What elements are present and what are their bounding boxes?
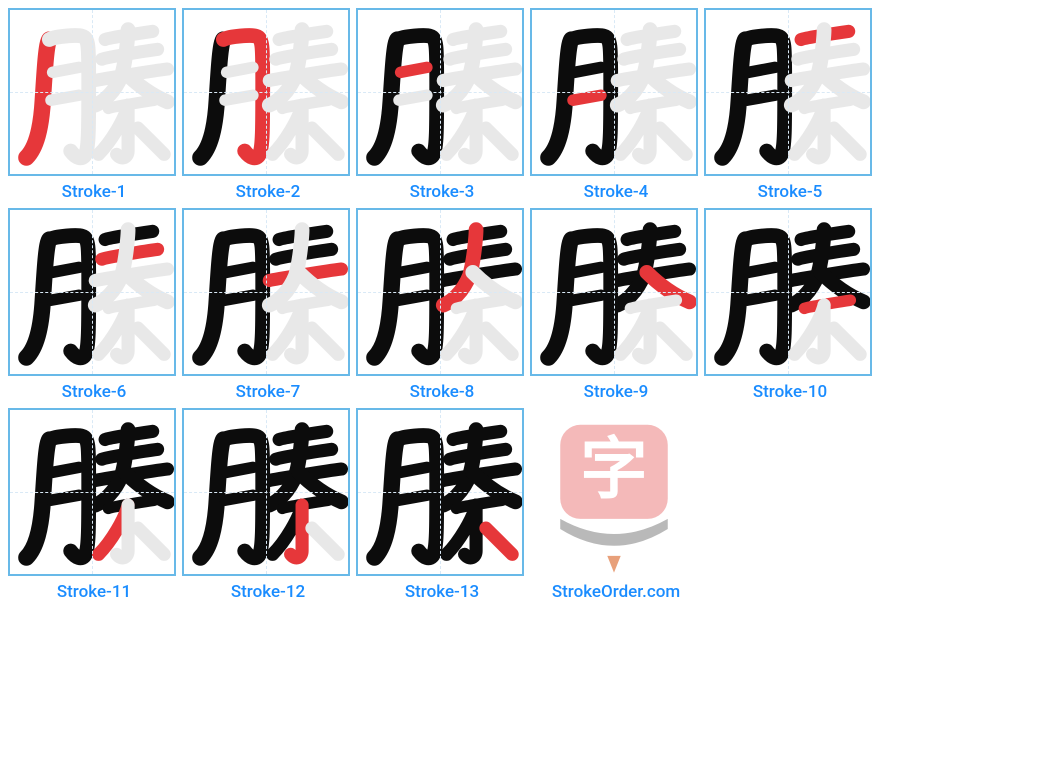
stroke-cell-3: Stroke-3 xyxy=(356,8,528,202)
stroke-cell-7: Stroke-7 xyxy=(182,208,354,402)
stroke-label: Stroke-12 xyxy=(182,582,354,602)
stroke-cell-13: Stroke-13 xyxy=(356,408,528,602)
stroke-cell-4: Stroke-4 xyxy=(530,8,702,202)
brand-cell: 字 StrokeOrder.com xyxy=(530,408,702,602)
stroke-link[interactable]: Stroke-2 xyxy=(236,182,301,202)
stroke-label: Stroke-9 xyxy=(530,382,702,402)
character-svg xyxy=(532,10,696,174)
character-svg xyxy=(184,410,348,574)
stroke-box xyxy=(356,408,524,576)
character-svg xyxy=(706,210,870,374)
stroke-label: Stroke-8 xyxy=(356,382,528,402)
stroke-box xyxy=(182,8,350,176)
stroke-label: Stroke-7 xyxy=(182,382,354,402)
stroke-link[interactable]: Stroke-11 xyxy=(57,582,131,602)
stroke-cell-2: Stroke-2 xyxy=(182,8,354,202)
brand-link[interactable]: StrokeOrder.com xyxy=(552,582,680,602)
stroke-cell-6: Stroke-6 xyxy=(8,208,180,402)
character-svg xyxy=(358,210,522,374)
stroke-link[interactable]: Stroke-9 xyxy=(584,382,649,402)
brand-label: StrokeOrder.com xyxy=(530,582,702,602)
stroke-link[interactable]: Stroke-6 xyxy=(62,382,127,402)
stroke-label: Stroke-4 xyxy=(530,182,702,202)
stroke-grid: Stroke-1 Stroke-2 Stroke-3 Stroke-4 Stroke-5… xyxy=(8,8,1042,608)
stroke-box xyxy=(530,208,698,376)
brand-logo-box: 字 xyxy=(530,408,698,576)
stroke-link[interactable]: Stroke-8 xyxy=(410,382,475,402)
stroke-box xyxy=(704,208,872,376)
character-svg xyxy=(10,210,174,374)
character-svg xyxy=(532,210,696,374)
stroke-cell-8: Stroke-8 xyxy=(356,208,528,402)
character-svg xyxy=(706,10,870,174)
stroke-link[interactable]: Stroke-4 xyxy=(584,182,649,202)
stroke-box xyxy=(8,408,176,576)
stroke-link[interactable]: Stroke-1 xyxy=(62,182,127,202)
stroke-cell-5: Stroke-5 xyxy=(704,8,876,202)
stroke-link[interactable]: Stroke-7 xyxy=(236,382,301,402)
stroke-box xyxy=(704,8,872,176)
stroke-box xyxy=(530,8,698,176)
stroke-link[interactable]: Stroke-5 xyxy=(758,182,823,202)
brand-logo: 字 xyxy=(530,408,698,576)
stroke-label: Stroke-5 xyxy=(704,182,876,202)
stroke-cell-12: Stroke-12 xyxy=(182,408,354,602)
stroke-label: Stroke-10 xyxy=(704,382,876,402)
stroke-label: Stroke-1 xyxy=(8,182,180,202)
stroke-cell-9: Stroke-9 xyxy=(530,208,702,402)
stroke-cell-10: Stroke-10 xyxy=(704,208,876,402)
stroke-label: Stroke-3 xyxy=(356,182,528,202)
stroke-cell-1: Stroke-1 xyxy=(8,8,180,202)
stroke-label: Stroke-6 xyxy=(8,382,180,402)
stroke-box xyxy=(8,8,176,176)
stroke-label: Stroke-2 xyxy=(182,182,354,202)
character-svg xyxy=(358,10,522,174)
stroke-box xyxy=(356,8,524,176)
character-svg xyxy=(184,10,348,174)
stroke-cell-11: Stroke-11 xyxy=(8,408,180,602)
stroke-label: Stroke-13 xyxy=(356,582,528,602)
stroke-link[interactable]: Stroke-10 xyxy=(753,382,827,402)
stroke-link[interactable]: Stroke-3 xyxy=(410,182,475,202)
stroke-box xyxy=(182,408,350,576)
character-svg xyxy=(358,410,522,574)
svg-text:字: 字 xyxy=(580,432,647,507)
stroke-link[interactable]: Stroke-12 xyxy=(231,582,305,602)
stroke-box xyxy=(8,208,176,376)
stroke-link[interactable]: Stroke-13 xyxy=(405,582,479,602)
stroke-box xyxy=(182,208,350,376)
character-svg xyxy=(184,210,348,374)
stroke-label: Stroke-11 xyxy=(8,582,180,602)
character-svg xyxy=(10,10,174,174)
stroke-box xyxy=(356,208,524,376)
character-svg xyxy=(10,410,174,574)
